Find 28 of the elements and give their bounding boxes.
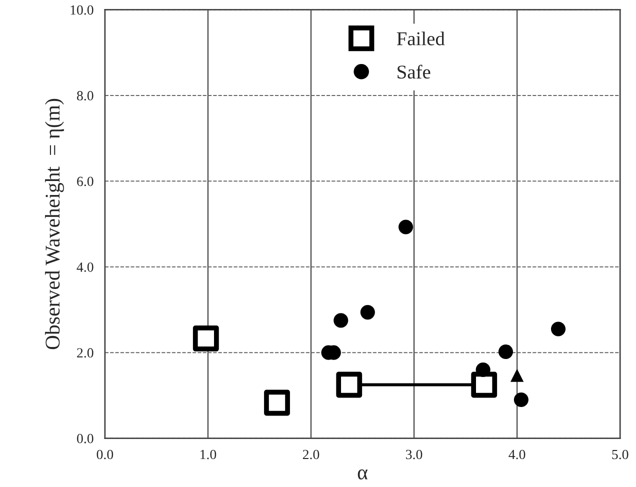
point <box>498 344 514 360</box>
point <box>510 368 524 382</box>
y-tick-label: 10.0 <box>70 5 94 15</box>
x-tick-label: 3.0 <box>406 450 422 460</box>
point <box>398 220 414 234</box>
point <box>264 390 290 416</box>
point <box>334 313 348 328</box>
legend-label: Failed <box>396 32 445 46</box>
x-tick-label: 1.0 <box>200 450 216 460</box>
x-tick-label: 0.0 <box>96 450 114 460</box>
point <box>471 372 498 398</box>
y-tick-label: 4.0 <box>76 262 94 272</box>
point <box>192 325 219 352</box>
x-tick-label: 2.0 <box>302 450 320 460</box>
point <box>550 322 566 336</box>
y-tick-label: 6.0 <box>77 176 94 186</box>
x-axis-title: α <box>358 469 368 480</box>
y-axis-title: Observed Waveheight = η(m) <box>45 98 64 350</box>
point <box>476 362 490 378</box>
point <box>360 305 375 320</box>
legend-label: Safe <box>398 64 430 79</box>
point <box>514 392 528 408</box>
y-tick-label: 8.0 <box>76 91 94 100</box>
point <box>336 372 362 398</box>
x-tick-label: 5.0 <box>612 450 628 460</box>
x-tick-label: 4.0 <box>508 450 526 460</box>
y-tick-label: 0.0 <box>76 434 94 444</box>
y-tick-label: 2.0 <box>77 348 94 358</box>
